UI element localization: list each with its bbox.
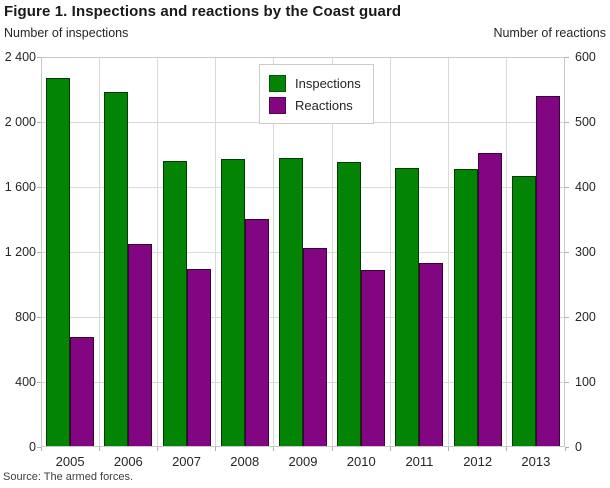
- bar-reactions-2011: [419, 263, 444, 447]
- bar-reactions-2008: [244, 219, 269, 447]
- gridline-vertical: [389, 57, 391, 447]
- x-axis-tick: [98, 447, 100, 451]
- right-axis-tick: [565, 56, 569, 58]
- right-axis-tick-label: 100: [575, 375, 596, 389]
- legend-item-reactions: Reactions: [269, 94, 361, 116]
- bar-inspections-2013: [511, 176, 536, 447]
- bar-reactions-2006: [128, 244, 153, 447]
- left-axis-tick: [37, 446, 41, 448]
- x-axis-category-label: 2013: [521, 454, 551, 469]
- left-axis-tick: [37, 56, 41, 58]
- bar-reactions-2013: [535, 96, 560, 447]
- right-axis-tick: [565, 316, 569, 318]
- bar-inspections-2007: [162, 161, 187, 447]
- legend-label-inspections: Inspections: [295, 75, 361, 91]
- left-axis-tick-label: 1 600: [4, 180, 36, 194]
- gridline-vertical: [156, 57, 158, 447]
- x-axis-category-label: 2011: [405, 454, 434, 469]
- x-axis-category-label: 2009: [288, 454, 318, 469]
- gridline-vertical: [215, 57, 217, 447]
- bar-reactions-2007: [186, 269, 211, 447]
- bar-reactions-2012: [477, 153, 502, 447]
- right-axis-tick: [565, 186, 569, 188]
- bar-inspections-2010: [337, 162, 362, 447]
- chart-title: Figure 1. Inspections and reactions by t…: [4, 3, 402, 20]
- bar-inspections-2011: [395, 168, 420, 447]
- bar-reactions-2005: [70, 337, 95, 447]
- left-axis-tick-label: 1 200: [4, 245, 36, 259]
- x-axis-category-label: 2005: [55, 454, 85, 469]
- gridline-vertical: [331, 57, 333, 447]
- x-axis-tick: [506, 447, 508, 451]
- left-axis-tick: [37, 186, 41, 188]
- legend-label-reactions: Reactions: [295, 97, 353, 113]
- x-axis-category-label: 2007: [172, 454, 201, 469]
- left-axis-tick-label: 0: [29, 440, 36, 454]
- right-axis-tick-label: 500: [575, 115, 596, 129]
- left-axis-title: Number of inspections: [4, 26, 129, 40]
- left-axis-tick: [37, 121, 41, 123]
- bar-inspections-2008: [220, 159, 245, 447]
- bar-inspections-2006: [104, 92, 129, 447]
- x-axis-tick: [215, 447, 217, 451]
- right-axis-tick-label: 600: [575, 50, 596, 64]
- x-axis-tick: [389, 447, 391, 451]
- source-note: Source: The armed forces.: [3, 471, 134, 483]
- right-axis-tick: [565, 381, 569, 383]
- x-axis-tick: [331, 447, 333, 451]
- gridline-vertical: [448, 57, 450, 447]
- x-axis-tick: [564, 447, 566, 451]
- legend-item-inspections: Inspections: [269, 72, 361, 94]
- bar-reactions-2010: [361, 270, 386, 447]
- right-axis-title: Number of reactions: [493, 26, 606, 40]
- right-axis-tick-label: 400: [575, 180, 596, 194]
- x-axis-tick: [156, 447, 158, 451]
- x-axis-category-label: 2012: [463, 454, 493, 469]
- x-axis-tick: [40, 447, 42, 451]
- legend-swatch-inspections: [269, 74, 286, 92]
- left-axis-tick: [37, 251, 41, 253]
- gridline-vertical: [506, 57, 508, 447]
- x-axis-category-label: 2006: [113, 454, 143, 469]
- right-axis-tick: [565, 121, 569, 123]
- left-axis-tick-label: 2 000: [4, 115, 36, 129]
- left-axis-tick: [37, 316, 41, 318]
- right-axis-tick-label: 300: [575, 245, 596, 259]
- x-axis-tick: [448, 447, 450, 451]
- left-axis-tick-label: 400: [15, 375, 36, 389]
- x-axis-category-label: 2010: [346, 454, 376, 469]
- bar-inspections-2012: [453, 169, 478, 447]
- bar-reactions-2009: [303, 248, 327, 447]
- right-axis-tick: [565, 251, 569, 253]
- right-axis-tick-label: 0: [575, 440, 582, 454]
- gridline-vertical: [273, 57, 275, 447]
- legend: Inspections Reactions: [259, 64, 374, 124]
- right-axis-tick-label: 200: [575, 310, 596, 324]
- x-axis-tick: [273, 447, 275, 451]
- bar-inspections-2009: [279, 158, 303, 447]
- left-axis-tick-label: 800: [15, 310, 36, 324]
- gridline-horizontal: [41, 186, 565, 188]
- left-axis-tick: [37, 381, 41, 383]
- bar-inspections-2005: [46, 78, 71, 447]
- gridline-vertical: [98, 57, 100, 447]
- x-axis-category-label: 2008: [230, 454, 260, 469]
- right-axis-tick: [565, 446, 569, 448]
- legend-swatch-reactions: [269, 96, 286, 114]
- left-axis-tick-label: 2 400: [4, 50, 36, 64]
